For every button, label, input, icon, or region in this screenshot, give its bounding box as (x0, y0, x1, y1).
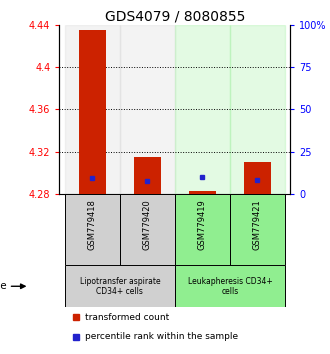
Bar (175, 25, 230, 194)
Bar (120, 194, 175, 266)
Text: GSM779418: GSM779418 (88, 200, 97, 250)
Bar (230, 25, 285, 194)
Text: GSM779419: GSM779419 (198, 200, 207, 250)
Bar (230, 194, 285, 266)
Text: cell type: cell type (0, 281, 6, 291)
Bar (120, 25, 175, 194)
Text: GSM779421: GSM779421 (253, 200, 262, 250)
Text: Lipotransfer aspirate
CD34+ cells: Lipotransfer aspirate CD34+ cells (80, 276, 160, 296)
Bar (175, 266, 285, 307)
Text: transformed count: transformed count (85, 313, 169, 321)
Text: Leukapheresis CD34+
cells: Leukapheresis CD34+ cells (187, 276, 272, 296)
Bar (65, 25, 120, 194)
Text: percentile rank within the sample: percentile rank within the sample (85, 332, 238, 342)
Bar (134, 157, 161, 194)
Bar (175, 194, 230, 266)
Title: GDS4079 / 8080855: GDS4079 / 8080855 (105, 10, 245, 24)
Text: GSM779420: GSM779420 (143, 200, 152, 250)
Bar (65, 266, 175, 307)
Bar (79, 30, 106, 194)
Bar (65, 194, 120, 266)
Bar (244, 162, 271, 194)
Bar (189, 191, 216, 194)
